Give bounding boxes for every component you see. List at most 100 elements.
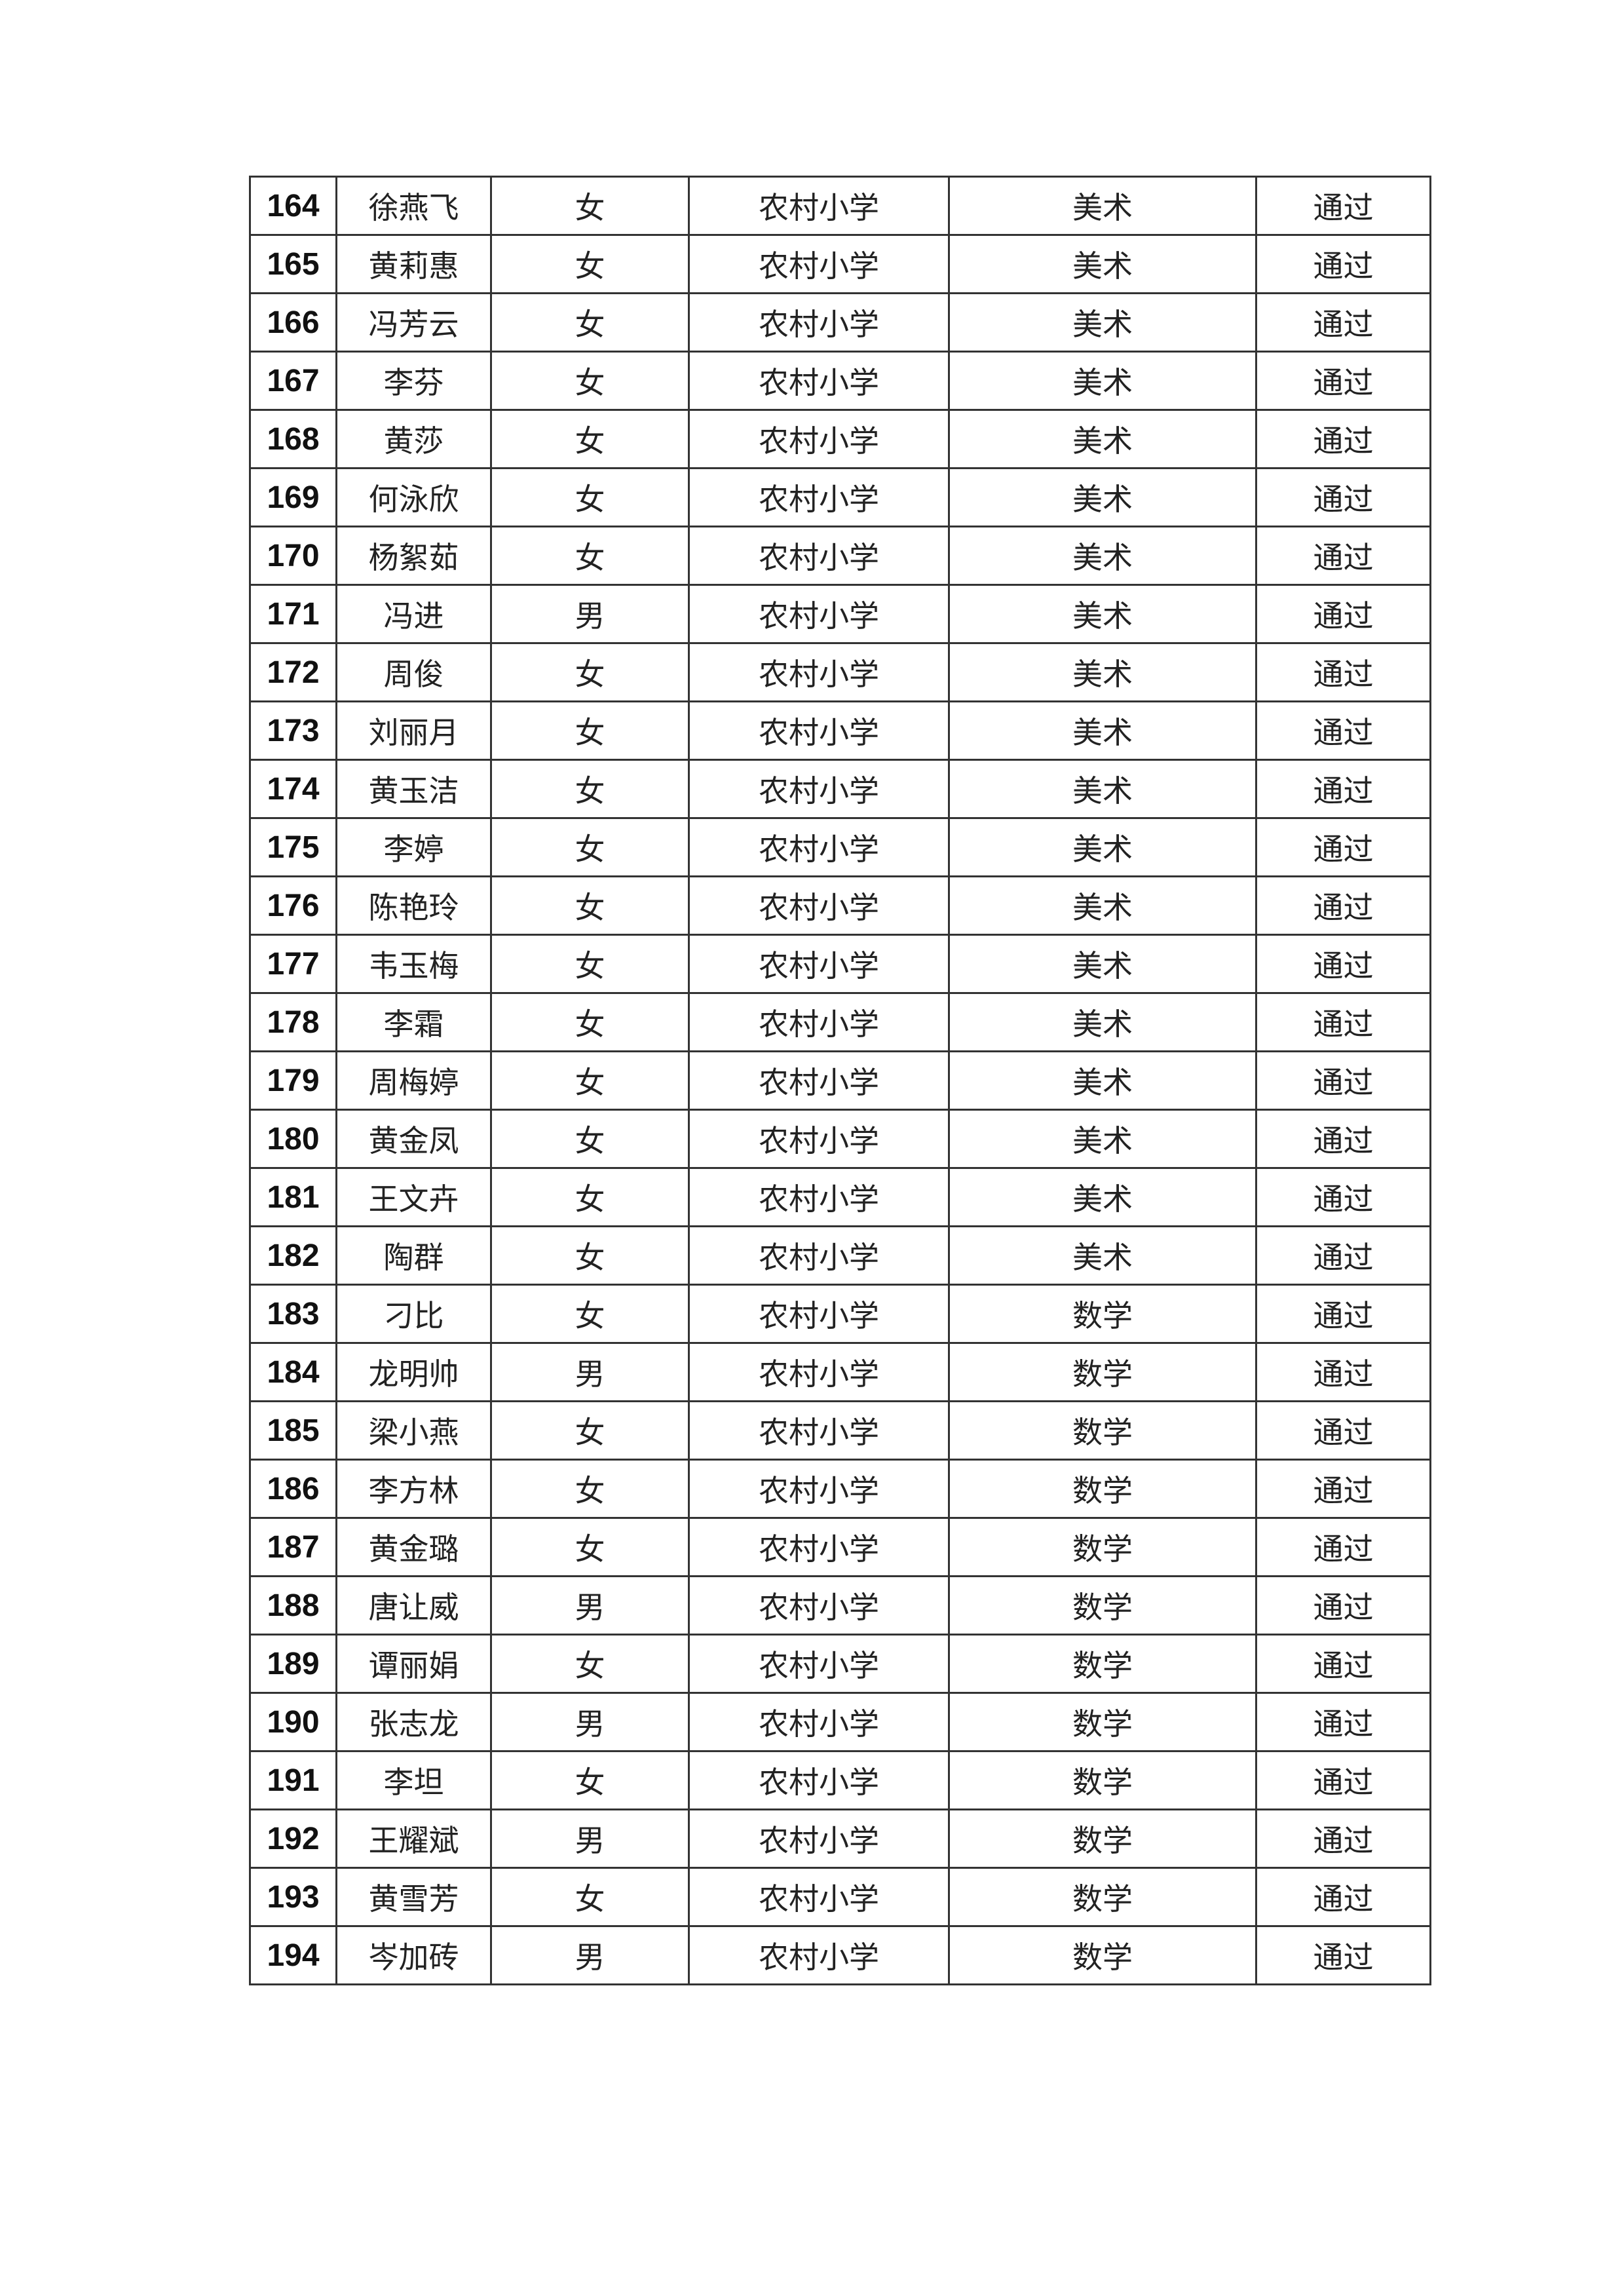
- gender-cell: 女: [490, 234, 690, 294]
- row-number: 179: [249, 1050, 337, 1111]
- name-cell: 冯芳云: [335, 292, 492, 353]
- result-cell: 通过: [1255, 584, 1431, 644]
- subject-cell: 数学: [948, 1925, 1257, 1985]
- subject-cell: 美术: [948, 817, 1257, 877]
- table-row: 191 李坦女农村小学 数学 通过: [249, 1750, 1431, 1810]
- result-cell: 通过: [1255, 351, 1431, 411]
- school-cell: 农村小学: [688, 1750, 950, 1810]
- name-cell: 刘丽月: [335, 700, 492, 761]
- subject-cell: 美术: [948, 700, 1257, 761]
- row-number: 170: [249, 526, 337, 586]
- name-cell: 何泳欣: [335, 467, 492, 527]
- school-cell: 农村小学: [688, 526, 950, 586]
- result-cell: 通过: [1255, 1109, 1431, 1169]
- table-row: 167 李芬女农村小学 美术 通过: [249, 351, 1431, 411]
- gender-cell: 女: [490, 1284, 690, 1344]
- name-cell: 黄莉惠: [335, 234, 492, 294]
- row-number: 171: [249, 584, 337, 644]
- school-cell: 农村小学: [688, 467, 950, 527]
- table-row: 193 黄雪芳女农村小学 数学 通过: [249, 1867, 1431, 1927]
- result-cell: 通过: [1255, 1050, 1431, 1111]
- result-cell: 通过: [1255, 234, 1431, 294]
- school-cell: 农村小学: [688, 1634, 950, 1694]
- row-number: 194: [249, 1925, 337, 1985]
- row-number: 181: [249, 1167, 337, 1227]
- gender-cell: 女: [490, 1750, 690, 1810]
- school-cell: 农村小学: [688, 1225, 950, 1286]
- table-row: 175 李婷女农村小学 美术 通过: [249, 817, 1431, 877]
- name-cell: 陶群: [335, 1225, 492, 1286]
- row-number: 182: [249, 1225, 337, 1286]
- table-row: 181 王文卉女农村小学 美术 通过: [249, 1167, 1431, 1227]
- gender-cell: 女: [490, 1400, 690, 1461]
- table-row: 192 王耀斌男农村小学 数学 通过: [249, 1808, 1431, 1869]
- name-cell: 张志龙: [335, 1692, 492, 1752]
- row-number: 167: [249, 351, 337, 411]
- result-cell: 通过: [1255, 642, 1431, 702]
- row-number: 176: [249, 875, 337, 936]
- name-cell: 李婷: [335, 817, 492, 877]
- gender-cell: 女: [490, 526, 690, 586]
- gender-cell: 女: [490, 292, 690, 353]
- row-number: 180: [249, 1109, 337, 1169]
- subject-cell: 数学: [948, 1692, 1257, 1752]
- row-number: 172: [249, 642, 337, 702]
- subject-cell: 数学: [948, 1750, 1257, 1810]
- name-cell: 唐让威: [335, 1575, 492, 1636]
- subject-cell: 美术: [948, 1225, 1257, 1286]
- subject-cell: 美术: [948, 351, 1257, 411]
- name-cell: 龙明帅: [335, 1342, 492, 1402]
- name-cell: 王文卉: [335, 1167, 492, 1227]
- gender-cell: 女: [490, 700, 690, 761]
- row-number: 177: [249, 934, 337, 994]
- table-row: 168 黄莎女农村小学 美术 通过: [249, 409, 1431, 469]
- school-cell: 农村小学: [688, 1867, 950, 1927]
- result-cell: 通过: [1255, 1692, 1431, 1752]
- row-number: 169: [249, 467, 337, 527]
- name-cell: 周梅婷: [335, 1050, 492, 1111]
- name-cell: 王耀斌: [335, 1808, 492, 1869]
- result-cell: 通过: [1255, 1925, 1431, 1985]
- school-cell: 农村小学: [688, 1284, 950, 1344]
- gender-cell: 女: [490, 817, 690, 877]
- name-cell: 李方林: [335, 1459, 492, 1519]
- school-cell: 农村小学: [688, 1692, 950, 1752]
- row-number: 164: [249, 176, 337, 236]
- gender-cell: 女: [490, 1167, 690, 1227]
- gender-cell: 女: [490, 467, 690, 527]
- gender-cell: 女: [490, 176, 690, 236]
- table-row: 170 杨絮茹女农村小学 美术 通过: [249, 526, 1431, 586]
- gender-cell: 女: [490, 992, 690, 1052]
- school-cell: 农村小学: [688, 759, 950, 819]
- gender-cell: 女: [490, 1109, 690, 1169]
- table-row: 182 陶群女农村小学 美术 通过: [249, 1225, 1431, 1286]
- result-cell: 通过: [1255, 409, 1431, 469]
- row-number: 173: [249, 700, 337, 761]
- name-cell: 谭丽娟: [335, 1634, 492, 1694]
- school-cell: 农村小学: [688, 176, 950, 236]
- name-cell: 黄金凤: [335, 1109, 492, 1169]
- result-cell: 通过: [1255, 526, 1431, 586]
- school-cell: 农村小学: [688, 934, 950, 994]
- name-cell: 冯进: [335, 584, 492, 644]
- gender-cell: 女: [490, 351, 690, 411]
- gender-cell: 男: [490, 584, 690, 644]
- result-cell: 通过: [1255, 992, 1431, 1052]
- result-cell: 通过: [1255, 700, 1431, 761]
- school-cell: 农村小学: [688, 1517, 950, 1577]
- table-row: 190 张志龙男农村小学 数学 通过: [249, 1692, 1431, 1752]
- subject-cell: 美术: [948, 292, 1257, 353]
- table-row: 179 周梅婷女农村小学 美术 通过: [249, 1050, 1431, 1111]
- table-body: 164 徐燕飞女农村小学 美术 通过 165 黄莉惠女农村小学 美术 通过 166 冯芳云女农村小…: [249, 176, 1431, 1985]
- row-number: 175: [249, 817, 337, 877]
- gender-cell: 女: [490, 1517, 690, 1577]
- school-cell: 农村小学: [688, 1109, 950, 1169]
- name-cell: 李坦: [335, 1750, 492, 1810]
- school-cell: 农村小学: [688, 992, 950, 1052]
- subject-cell: 美术: [948, 409, 1257, 469]
- result-cell: 通过: [1255, 1517, 1431, 1577]
- table-row: 172 周俊女农村小学 美术 通过: [249, 642, 1431, 702]
- gender-cell: 女: [490, 642, 690, 702]
- row-number: 184: [249, 1342, 337, 1402]
- table-row: 173 刘丽月女农村小学 美术 通过: [249, 700, 1431, 761]
